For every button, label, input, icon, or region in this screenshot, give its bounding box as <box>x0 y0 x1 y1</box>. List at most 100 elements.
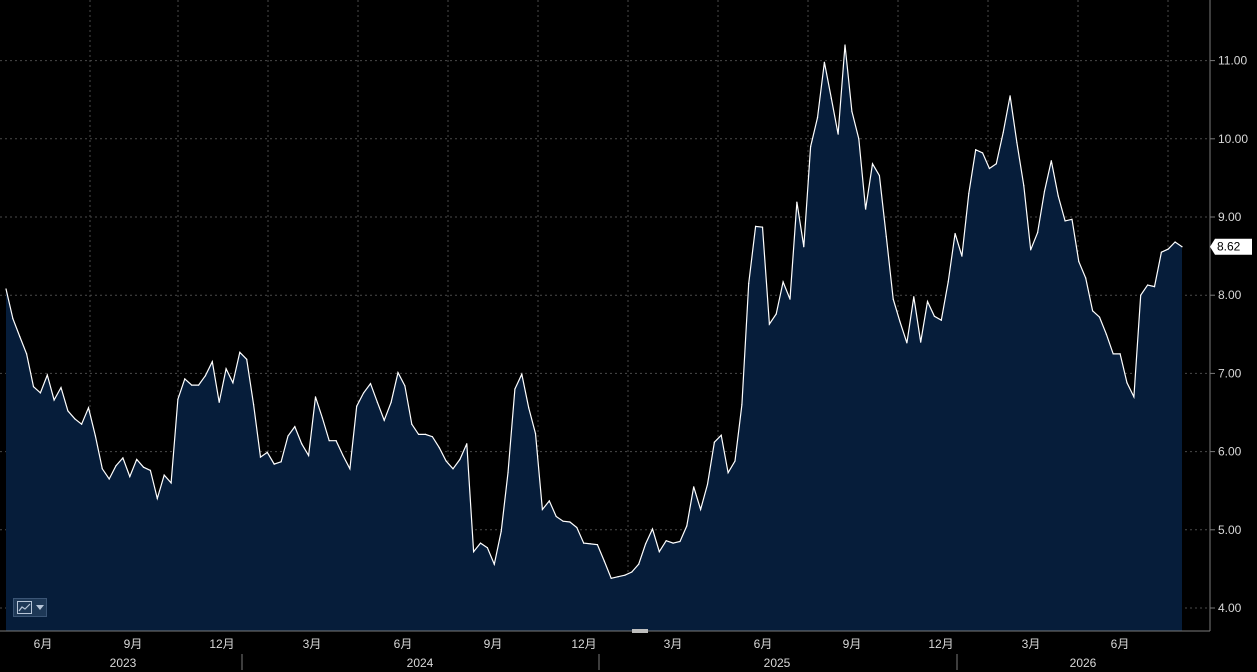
data-point <box>218 401 220 403</box>
data-point <box>26 353 28 355</box>
data-point <box>252 404 255 406</box>
data-point <box>363 392 365 394</box>
data-point <box>191 384 193 386</box>
data-point <box>796 201 798 203</box>
data-point <box>170 482 172 484</box>
data-point <box>679 540 681 543</box>
data-point <box>1002 131 1004 134</box>
data-point <box>885 235 887 238</box>
data-point <box>865 208 867 210</box>
x-tick-label: 12月 <box>209 637 234 651</box>
data-point <box>651 528 654 530</box>
data-point <box>514 388 516 390</box>
year-label: 2026 <box>1070 656 1097 670</box>
x-tick-label: 9月 <box>843 637 862 651</box>
data-point <box>816 117 819 119</box>
data-point <box>493 563 495 565</box>
data-point <box>693 486 695 488</box>
data-point <box>1153 285 1156 288</box>
data-point <box>335 440 337 442</box>
chart-type-button[interactable] <box>13 598 47 617</box>
data-point <box>349 468 351 470</box>
last-value-marker: 8.62 <box>1210 238 1252 255</box>
data-point <box>899 321 901 323</box>
data-point <box>686 525 688 527</box>
data-point <box>163 474 165 476</box>
data-point <box>479 542 482 544</box>
data-point <box>376 401 378 403</box>
chevron-down-icon <box>36 605 44 610</box>
data-point <box>424 433 427 435</box>
last-value-label: 8.62 <box>1217 240 1241 254</box>
x-tick-label: 6月 <box>34 637 53 651</box>
data-point <box>473 551 475 553</box>
data-point <box>273 463 275 465</box>
data-point <box>830 97 832 99</box>
x-tick-label: 12月 <box>928 637 953 651</box>
data-point <box>1085 277 1087 279</box>
data-point <box>858 138 860 140</box>
data-point <box>342 454 344 457</box>
data-point <box>926 300 929 303</box>
data-point <box>810 146 812 148</box>
data-point <box>576 526 578 529</box>
data-point <box>369 382 372 385</box>
data-point <box>294 425 296 428</box>
x-tick-label: 3月 <box>303 637 322 651</box>
data-point <box>878 174 881 177</box>
x-tick-label: 6月 <box>394 637 413 651</box>
data-point <box>961 255 963 257</box>
data-point <box>1016 142 1018 144</box>
data-point <box>617 576 619 578</box>
year-label: 2025 <box>764 656 791 670</box>
data-point <box>789 298 791 300</box>
data-point <box>837 133 839 135</box>
data-point <box>390 401 392 403</box>
data-point <box>204 375 207 377</box>
data-point <box>259 456 262 458</box>
year-labels: 2023 2024 2025 2026 <box>110 654 1097 670</box>
data-point <box>1057 195 1059 197</box>
data-point <box>507 472 509 474</box>
y-tick-label: 9.00 <box>1218 210 1242 224</box>
data-point <box>1030 249 1032 251</box>
data-point <box>356 405 358 407</box>
y-tick-label: 5.00 <box>1218 523 1242 537</box>
data-point <box>768 323 770 325</box>
y-tick-label: 8.00 <box>1218 288 1242 302</box>
data-point <box>500 530 502 532</box>
data-point <box>266 451 268 453</box>
data-point <box>280 461 282 463</box>
data-point <box>968 192 970 195</box>
data-point <box>892 298 894 300</box>
data-point <box>913 296 915 298</box>
data-point <box>569 521 571 523</box>
data-point <box>658 551 660 553</box>
data-point <box>528 407 530 409</box>
data-point <box>1098 316 1101 318</box>
y-tick-label: 6.00 <box>1218 445 1242 459</box>
data-point <box>466 443 468 445</box>
last-value-tag <box>1210 238 1252 255</box>
data-point <box>383 419 385 421</box>
data-point <box>851 110 853 113</box>
data-point <box>431 436 433 438</box>
data-point <box>782 281 784 283</box>
data-point <box>631 571 633 573</box>
data-point <box>411 423 413 425</box>
data-point <box>583 542 585 544</box>
data-point <box>1119 353 1121 355</box>
series-area <box>6 45 1182 631</box>
data-point <box>823 61 825 63</box>
data-point <box>39 392 41 394</box>
data-point <box>149 469 152 471</box>
data-point <box>975 149 977 151</box>
data-point <box>933 315 936 317</box>
scroll-handle[interactable] <box>632 629 648 633</box>
data-point <box>803 246 805 248</box>
data-point <box>988 167 991 170</box>
data-point <box>665 540 667 542</box>
data-point <box>74 418 76 420</box>
data-point <box>534 433 537 435</box>
